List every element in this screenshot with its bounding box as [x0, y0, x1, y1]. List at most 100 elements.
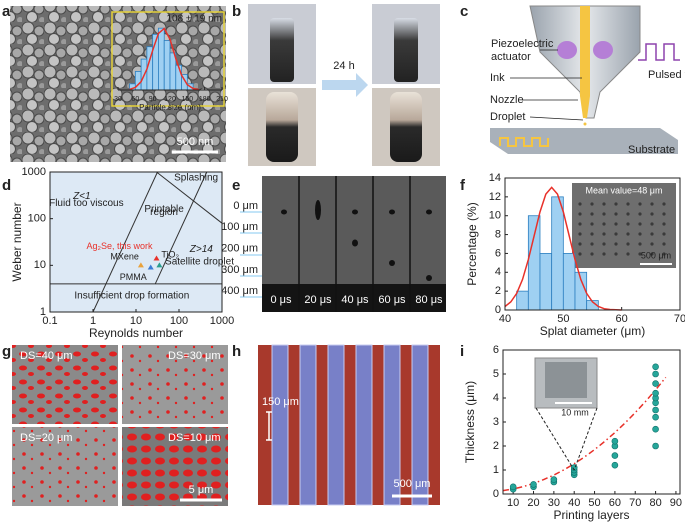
vial [270, 18, 294, 82]
point-label: MXene [110, 252, 139, 262]
splat [626, 212, 630, 216]
x-tick-label: 70 [674, 313, 685, 325]
splat [590, 212, 594, 216]
splat [614, 222, 618, 226]
splat [590, 202, 594, 206]
splat [614, 252, 618, 256]
splat [590, 222, 594, 226]
printed-lines [271, 344, 429, 506]
x-tick-label: 50 [557, 313, 569, 325]
leader-lines [510, 49, 584, 121]
leader [573, 407, 598, 471]
point [611, 437, 619, 445]
splat [662, 202, 666, 206]
depth-label: 0 μm [233, 200, 258, 212]
x-axis-label: Particle size (nm) [139, 103, 201, 112]
y-tick-label: 5 [493, 368, 499, 380]
bracket [266, 411, 272, 441]
point [153, 255, 160, 261]
x-tick-label: 80 [649, 497, 661, 509]
splat [578, 222, 582, 226]
time-label: 40 μs [341, 294, 369, 306]
time-label: 24 h [333, 60, 354, 72]
panel-label: a [2, 3, 11, 20]
splat [602, 222, 606, 226]
film-image [122, 345, 228, 424]
panel-label: b [232, 3, 241, 20]
label: actuator [491, 51, 531, 63]
y-tick-label: 2 [495, 285, 501, 297]
point [156, 262, 163, 268]
y-axis-label: Percentage (%) [465, 202, 479, 285]
label: Substrate [628, 144, 675, 156]
pulse [638, 43, 680, 61]
y-tick-label: 8 [495, 228, 501, 240]
label: DS=30 μm [168, 350, 221, 362]
splat [638, 202, 642, 206]
label: Piezoelectric [491, 38, 554, 50]
label: DS=40 μm [20, 350, 73, 362]
point [652, 370, 659, 378]
vial [266, 92, 298, 162]
y-tick-label: 1000 [22, 166, 46, 178]
x-tick-label: 10 [130, 315, 142, 327]
film-image [12, 427, 118, 506]
splat [662, 222, 666, 226]
actuator [557, 41, 577, 59]
splat [650, 242, 654, 246]
film-image [122, 427, 228, 506]
panel-label: i [460, 343, 464, 360]
splat [590, 232, 594, 236]
y-tick-label: 6 [493, 344, 499, 356]
x-tick-label: 40 [499, 313, 511, 325]
splat [578, 252, 582, 256]
ink-channel [580, 6, 590, 96]
x-tick-label: 30 [548, 497, 560, 509]
x-tick-label: 60 [609, 497, 621, 509]
x-tick-label: 100 [170, 315, 188, 327]
region-label: Satellite droplet [165, 256, 234, 267]
frame-dividers [298, 176, 411, 312]
splat [614, 242, 618, 246]
leader [535, 407, 575, 471]
point [147, 264, 154, 270]
y-tick-label: 2 [493, 440, 499, 452]
splat [614, 212, 618, 216]
droplet [583, 122, 587, 126]
scale-label: 5 μm [189, 484, 214, 496]
scale-label: 500 nm [177, 136, 214, 148]
label: DS=10 μm [168, 432, 221, 444]
inset-frame [111, 11, 225, 107]
y-tick-label: 10 [489, 210, 501, 222]
bar [562, 253, 576, 311]
splat [602, 242, 606, 246]
arrow [322, 73, 368, 97]
scale-label: 500 μm [394, 478, 431, 490]
y-axis-label: Weber number [10, 202, 24, 281]
splat [650, 232, 654, 236]
depth-label: 400 μm [221, 285, 258, 297]
axes-frame [504, 177, 681, 311]
x-tick-label: 180 [199, 96, 211, 103]
region-label: region [150, 207, 178, 218]
x-tick-label: 40 [568, 497, 580, 509]
splat [614, 202, 618, 206]
splat [602, 232, 606, 236]
vial [390, 92, 422, 162]
region-label: Splashing [174, 172, 218, 183]
depth-label: 200 μm [221, 243, 258, 255]
label: DS=20 μm [20, 432, 73, 444]
splat [626, 222, 630, 226]
film-image [12, 345, 118, 424]
x-tick-label: 0.1 [42, 315, 57, 327]
region-label: Fluid too viscous [49, 198, 123, 209]
point-label: TiO₂ [161, 250, 179, 260]
printed-film [545, 362, 587, 398]
x-tick-label: 30 [114, 96, 122, 103]
bar [527, 215, 541, 311]
time-label: 60 μs [378, 294, 406, 306]
splat [638, 252, 642, 256]
splat [578, 212, 582, 216]
splat [578, 232, 582, 236]
